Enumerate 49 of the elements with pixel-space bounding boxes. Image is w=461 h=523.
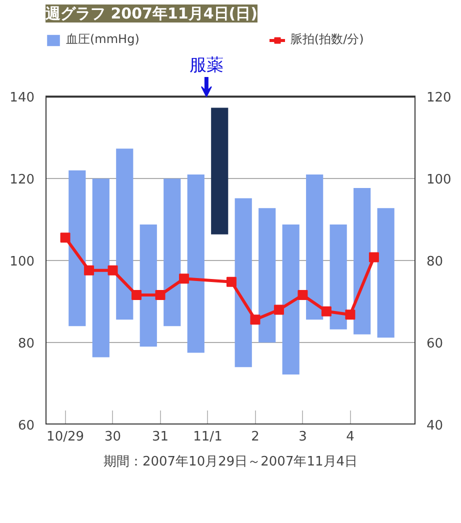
- point: [155, 290, 166, 300]
- x-tick-label: 4: [346, 430, 354, 444]
- point: [84, 265, 94, 276]
- point: [368, 252, 379, 262]
- bar: [211, 108, 228, 234]
- y-tick-label: 100: [10, 254, 35, 270]
- x-tick-label: 31: [152, 430, 169, 444]
- legend-label: 血圧(mmHg): [66, 31, 140, 48]
- x-tick-label: 2: [251, 430, 260, 444]
- point: [274, 304, 284, 315]
- bar: [234, 198, 252, 368]
- point: [345, 310, 356, 320]
- y2-tick-label: 120: [426, 90, 452, 106]
- bar: [140, 224, 157, 347]
- text: 服薬: [189, 55, 224, 76]
- y-tick-label: 140: [10, 90, 35, 106]
- y2-tick-label: 40: [426, 418, 444, 434]
- legend-label: 脈拍(拍数/分): [290, 31, 364, 48]
- y-tick-label: 120: [10, 172, 35, 188]
- y-tick-label: 60: [18, 418, 35, 434]
- bar: [68, 170, 86, 326]
- x-tick-label: 30: [104, 430, 122, 444]
- bar: [258, 208, 276, 343]
- x-tick-label: 10/29: [46, 430, 84, 444]
- bar: [187, 174, 204, 353]
- point: [132, 290, 142, 300]
- x-tick-label: 11/1: [193, 430, 222, 444]
- point: [298, 290, 308, 300]
- y2-tick-label: 100: [426, 172, 452, 188]
- y2-tick-label: 80: [426, 254, 444, 270]
- bar: [164, 178, 181, 326]
- point: [250, 314, 260, 325]
- chart-title: 週グラフ 2007年11月4日(日): [44, 4, 258, 22]
- point: [108, 265, 118, 276]
- point: [321, 306, 332, 316]
- bar: [116, 148, 134, 320]
- y2-tick-label: 60: [426, 336, 444, 352]
- y-tick-label: 80: [18, 336, 35, 352]
- point: [60, 232, 70, 243]
- x-tick-label: 3: [298, 430, 307, 444]
- bar: [306, 174, 324, 320]
- bar: [92, 178, 110, 358]
- bar: [354, 188, 371, 334]
- bar: [330, 224, 347, 330]
- point: [179, 274, 190, 284]
- bar: [282, 224, 300, 374]
- text: 期間：2007年10月29日～2007年11月4日: [103, 454, 358, 470]
- point: [226, 276, 236, 287]
- bar: [377, 208, 394, 338]
